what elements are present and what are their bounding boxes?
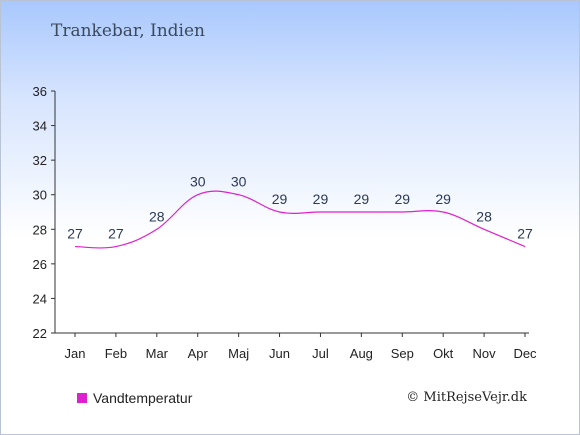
data-label-maj: 30 (231, 174, 247, 190)
x-tick-label-aug: Aug (350, 346, 373, 361)
axes (54, 91, 529, 334)
x-tick-label-jul: Jul (312, 346, 329, 361)
data-label-mar: 28 (149, 208, 165, 224)
y-tick-label-24: 24 (33, 291, 47, 306)
y-tick-label-30: 30 (33, 188, 47, 203)
data-label-aug: 29 (354, 191, 370, 207)
data-label-apr: 30 (190, 174, 206, 190)
y-ticks: 22 24 26 28 30 32 34 36 (33, 84, 55, 341)
data-label-jul: 29 (313, 191, 329, 207)
y-tick-label-32: 32 (33, 153, 47, 168)
credit-text: © MitRejseVejr.dk (406, 390, 527, 405)
y-tick-label-22: 22 (33, 326, 47, 341)
data-label-feb: 27 (108, 226, 124, 242)
x-tick-label-okt: Okt (433, 346, 454, 361)
x-tick-label-mar: Mar (146, 346, 169, 361)
y-tick-label-34: 34 (33, 119, 47, 134)
x-tick-label-dec: Dec (513, 346, 537, 361)
x-tick-label-maj: Maj (228, 346, 249, 361)
legend-label: Vandtemperatur (93, 390, 193, 406)
series-line-vandtemperatur (74, 190, 526, 249)
data-label-jun: 29 (272, 191, 288, 207)
y-tick-label-28: 28 (33, 222, 47, 237)
legend-swatch (77, 393, 87, 403)
x-tick-label-jan: Jan (65, 346, 86, 361)
data-labels: 27 27 28 30 30 29 29 29 29 29 28 27 (67, 174, 533, 242)
x-tick-label-sep: Sep (391, 346, 414, 361)
x-tick-label-apr: Apr (188, 346, 209, 361)
data-label-sep: 29 (394, 191, 410, 207)
y-tick-label-36: 36 (33, 84, 47, 99)
data-label-okt: 29 (435, 191, 451, 207)
chart-title: Trankebar, Indien (51, 21, 205, 41)
legend: Vandtemperatur (77, 390, 192, 406)
x-tick-label-nov: Nov (473, 346, 497, 361)
data-label-jan: 27 (67, 226, 83, 242)
x-tick-label-feb: Feb (105, 346, 127, 361)
x-tick-label-jun: Jun (269, 346, 290, 361)
x-ticks: Jan Feb Mar Apr Maj Jun Jul Aug Sep Okt Nov Dec (65, 333, 537, 361)
data-label-nov: 28 (476, 208, 492, 224)
y-tick-label-26: 26 (33, 257, 47, 272)
data-label-dec: 27 (517, 226, 533, 242)
